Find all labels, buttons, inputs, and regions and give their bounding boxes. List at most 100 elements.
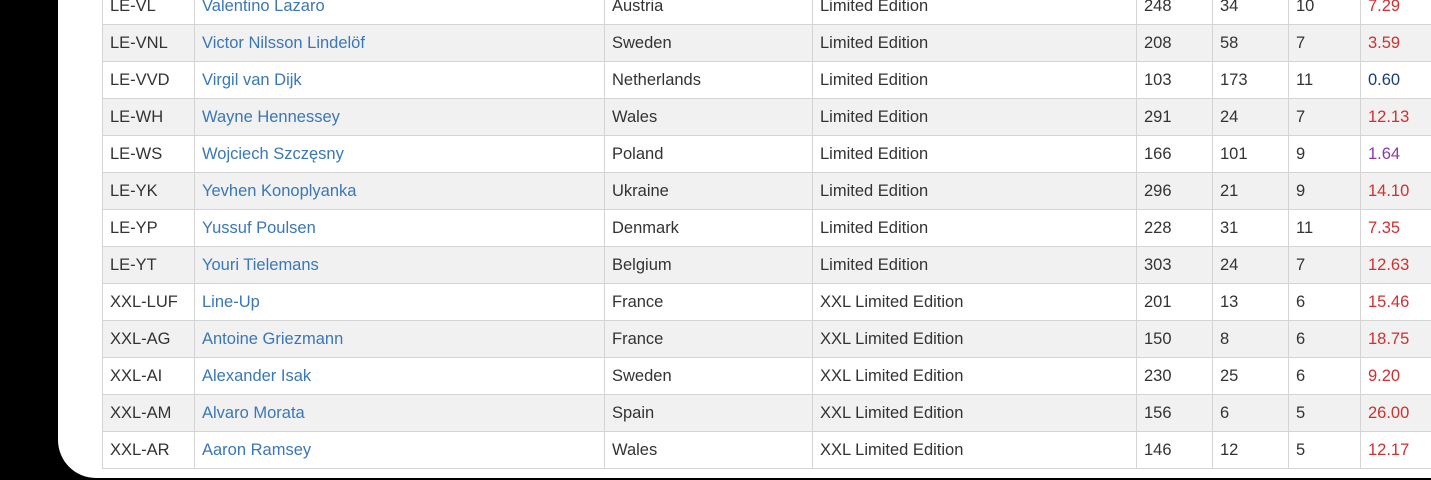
stat: 228	[1136, 209, 1213, 247]
stat: 34	[1212, 0, 1289, 25]
stat: 11	[1288, 209, 1361, 247]
stat: 156	[1136, 394, 1213, 432]
table-row: LE-VNL Victor Nilsson Lindelöf Sweden Limit…	[102, 24, 1431, 62]
stat: 101	[1212, 135, 1289, 173]
edition: Limited Edition	[812, 209, 1137, 247]
stat: 24	[1212, 246, 1289, 284]
edition: Limited Edition	[812, 0, 1137, 25]
edition: Limited Edition	[812, 172, 1137, 210]
stat: 146	[1136, 431, 1213, 469]
stat: 25	[1212, 357, 1289, 395]
card-code: LE-YT	[102, 246, 195, 284]
table-row: LE-YT Youri Tielemans Belgium Limited Editi…	[102, 246, 1431, 284]
stat: 6	[1288, 283, 1361, 321]
edition: Limited Edition	[812, 24, 1137, 62]
player-name[interactable]: Wayne Hennessey	[194, 98, 605, 136]
price: 7.35	[1360, 209, 1431, 247]
price: 18.75	[1360, 320, 1431, 358]
stat: 230	[1136, 357, 1213, 395]
stat: 5	[1288, 431, 1361, 469]
price: 12.63	[1360, 246, 1431, 284]
player-name[interactable]: Aaron Ramsey	[194, 431, 605, 469]
table-row: XXL-AM Alvaro Morata Spain XXL Limited Edit…	[102, 394, 1431, 432]
stat: 10	[1288, 0, 1361, 25]
card-code: LE-WS	[102, 135, 195, 173]
stat: 24	[1212, 98, 1289, 136]
stat: 9	[1288, 172, 1361, 210]
country: France	[604, 283, 813, 321]
stat: 103	[1136, 61, 1213, 99]
country: Netherlands	[604, 61, 813, 99]
stat: 21	[1212, 172, 1289, 210]
card-code: LE-YP	[102, 209, 195, 247]
edition: XXL Limited Edition	[812, 320, 1137, 358]
table-row: LE-VL Valentino Lazaro Austria Limited Edit…	[102, 0, 1431, 25]
player-name[interactable]: Virgil van Dijk	[194, 61, 605, 99]
card-table: LE-VL Valentino Lazaro Austria Limited Edit…	[102, 0, 1431, 469]
table-row: XXL-LUF Line-Up France XXL Limited Edition 2…	[102, 283, 1431, 321]
stat: 201	[1136, 283, 1213, 321]
player-name[interactable]: Youri Tielemans	[194, 246, 605, 284]
player-name[interactable]: Line-Up	[194, 283, 605, 321]
country: Sweden	[604, 24, 813, 62]
country: Spain	[604, 394, 813, 432]
country: France	[604, 320, 813, 358]
stat: 8	[1212, 320, 1289, 358]
price: 0.60	[1360, 61, 1431, 99]
stat: 6	[1212, 394, 1289, 432]
price: 15.46	[1360, 283, 1431, 321]
table-row: LE-YP Yussuf Poulsen Denmark Limited Editio…	[102, 209, 1431, 247]
player-name[interactable]: Wojciech Szczęsny	[194, 135, 605, 173]
table-row: XXL-AG Antoine Griezmann France XXL Limited…	[102, 320, 1431, 358]
card-code: XXL-AI	[102, 357, 195, 395]
player-name[interactable]: Valentino Lazaro	[194, 0, 605, 25]
player-name[interactable]: Yevhen Konoplyanka	[194, 172, 605, 210]
content-panel: LE-VL Valentino Lazaro Austria Limited Edit…	[58, 0, 1431, 478]
stat: 291	[1136, 98, 1213, 136]
edition: XXL Limited Edition	[812, 394, 1137, 432]
price: 9.20	[1360, 357, 1431, 395]
player-name[interactable]: Alvaro Morata	[194, 394, 605, 432]
stat: 5	[1288, 394, 1361, 432]
country: Ukraine	[604, 172, 813, 210]
stat: 7	[1288, 24, 1361, 62]
price: 1.64	[1360, 135, 1431, 173]
stat: 208	[1136, 24, 1213, 62]
price: 12.17	[1360, 431, 1431, 469]
edition: Limited Edition	[812, 135, 1137, 173]
edition: XXL Limited Edition	[812, 431, 1137, 469]
table-row: LE-WH Wayne Hennessey Wales Limited Edition…	[102, 98, 1431, 136]
card-code: LE-YK	[102, 172, 195, 210]
stat: 6	[1288, 320, 1361, 358]
edition: Limited Edition	[812, 246, 1137, 284]
stat: 11	[1288, 61, 1361, 99]
stat: 296	[1136, 172, 1213, 210]
edition: Limited Edition	[812, 98, 1137, 136]
card-code: LE-VVD	[102, 61, 195, 99]
player-name[interactable]: Victor Nilsson Lindelöf	[194, 24, 605, 62]
card-code: XXL-AR	[102, 431, 195, 469]
stat: 31	[1212, 209, 1289, 247]
stat: 166	[1136, 135, 1213, 173]
price: 7.29	[1360, 0, 1431, 25]
stat: 58	[1212, 24, 1289, 62]
stat: 303	[1136, 246, 1213, 284]
price: 3.59	[1360, 24, 1431, 62]
card-code: LE-VL	[102, 0, 195, 25]
table-row: LE-VVD Virgil van Dijk Netherlands Limited …	[102, 61, 1431, 99]
stat: 7	[1288, 98, 1361, 136]
stat: 7	[1288, 246, 1361, 284]
player-name[interactable]: Antoine Griezmann	[194, 320, 605, 358]
player-name[interactable]: Alexander Isak	[194, 357, 605, 395]
edition: Limited Edition	[812, 61, 1137, 99]
card-code: XXL-LUF	[102, 283, 195, 321]
table-row: LE-YK Yevhen Konoplyanka Ukraine Limited Ed…	[102, 172, 1431, 210]
country: Denmark	[604, 209, 813, 247]
stat: 9	[1288, 135, 1361, 173]
card-code: LE-VNL	[102, 24, 195, 62]
player-name[interactable]: Yussuf Poulsen	[194, 209, 605, 247]
country: Wales	[604, 431, 813, 469]
country: Belgium	[604, 246, 813, 284]
country: Wales	[604, 98, 813, 136]
